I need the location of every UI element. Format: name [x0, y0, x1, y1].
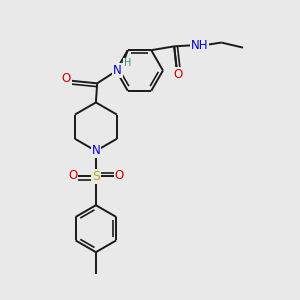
- Text: O: O: [68, 169, 77, 182]
- Text: O: O: [114, 169, 124, 182]
- Text: S: S: [92, 170, 100, 183]
- Text: N: N: [113, 64, 122, 77]
- Text: N: N: [92, 144, 100, 158]
- Text: O: O: [174, 68, 183, 81]
- Text: NH: NH: [191, 39, 208, 52]
- Text: O: O: [61, 73, 71, 85]
- Text: H: H: [124, 58, 131, 68]
